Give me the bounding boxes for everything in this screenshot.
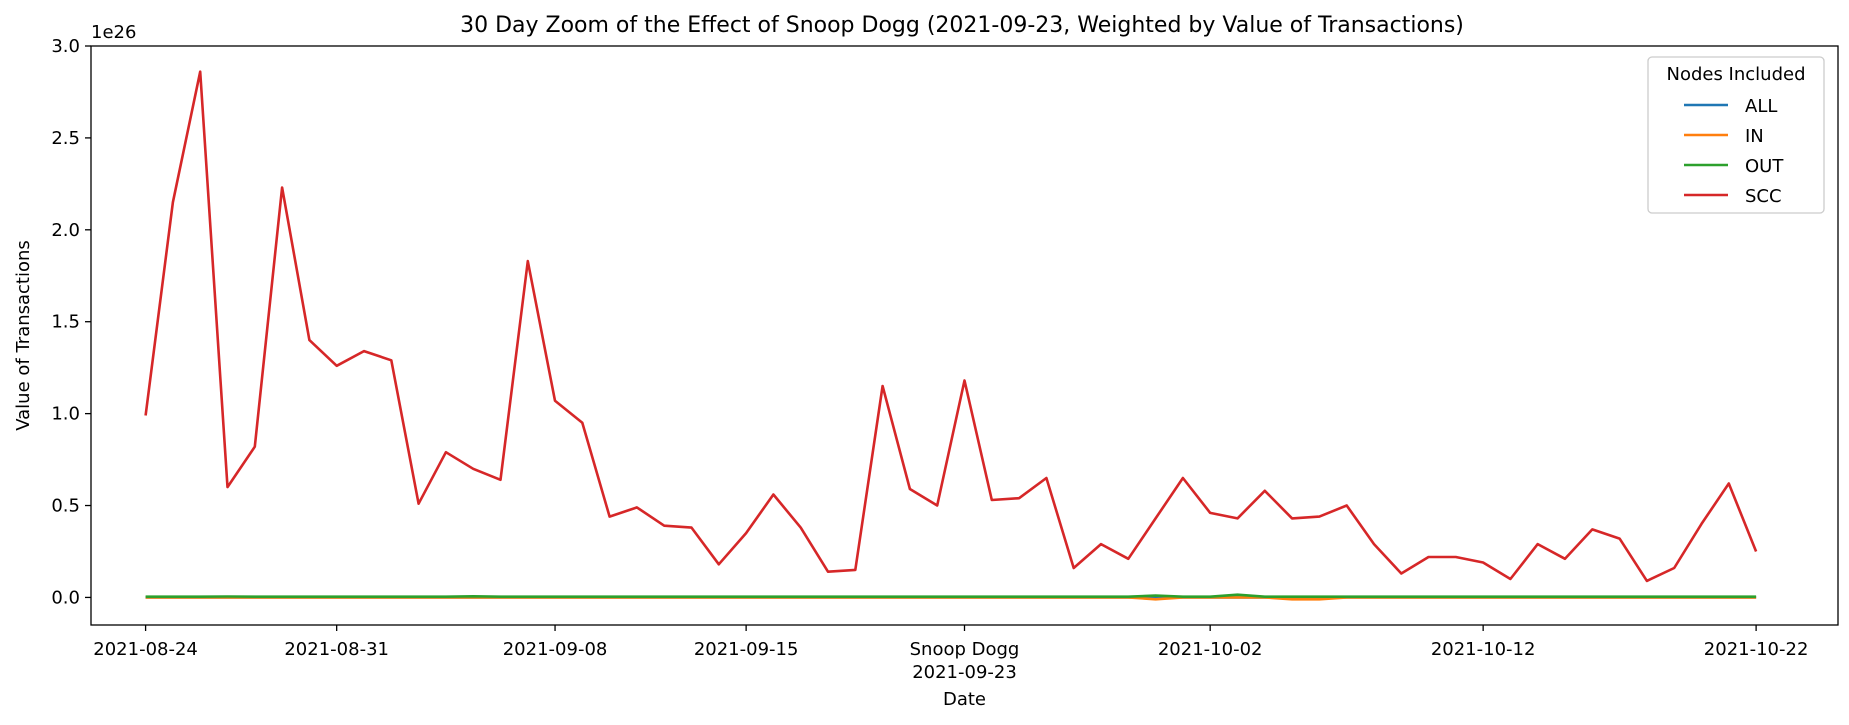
y-tick-label: 1.0 xyxy=(51,404,80,425)
plot-frame xyxy=(90,45,1839,626)
x-tick-label: 2021-09-15 xyxy=(694,639,799,660)
y-tick-label: 1.5 xyxy=(51,312,80,333)
chart-legend: Nodes Included ALL IN OUT SCC xyxy=(1647,56,1825,214)
x-tick-label: 2021-10-02 xyxy=(1158,639,1263,660)
x-tick-label: 2021-08-31 xyxy=(284,639,389,660)
legend-entry-all: ALL xyxy=(1745,96,1777,117)
y-tick-label: 2.0 xyxy=(51,220,80,241)
series-line-out xyxy=(145,593,1757,599)
x-axis-label: Date xyxy=(943,689,986,710)
legend-box xyxy=(1647,56,1825,214)
x-tick-label: 2021-10-22 xyxy=(1704,639,1809,660)
y-tick-label: 0.5 xyxy=(51,496,80,517)
plot-area xyxy=(144,70,1758,601)
x-axis-ticks: 2021-08-24 2021-08-31 2021-09-08 2021-09-15… xyxy=(93,625,1808,683)
legend-entry-in: IN xyxy=(1745,126,1764,147)
x-tick-label: 2021-08-24 xyxy=(93,639,198,660)
legend-entry-scc: SCC xyxy=(1745,186,1782,207)
y-scale-label: 1e26 xyxy=(91,22,136,43)
x-tick-label: 2021-10-12 xyxy=(1431,639,1536,660)
legend-title: Nodes Included xyxy=(1666,64,1805,85)
x-tick-label: 2021-09-23 xyxy=(912,662,1017,683)
y-axis-label: Value of Transactions xyxy=(13,240,34,431)
chart-title: 30 Day Zoom of the Effect of Snoop Dogg … xyxy=(460,13,1464,38)
legend-entry-out: OUT xyxy=(1745,156,1784,177)
y-tick-label: 2.5 xyxy=(51,128,80,149)
y-tick-label: 3.0 xyxy=(51,36,80,57)
y-axis-ticks: 0.0 0.5 1.0 1.5 2.0 2.5 3.0 xyxy=(51,36,91,608)
y-tick-label: 0.0 xyxy=(51,587,80,608)
series-line-scc xyxy=(144,70,1758,583)
event-tick-label: Snoop Dogg xyxy=(910,639,1020,660)
x-tick-label: 2021-09-08 xyxy=(503,639,608,660)
